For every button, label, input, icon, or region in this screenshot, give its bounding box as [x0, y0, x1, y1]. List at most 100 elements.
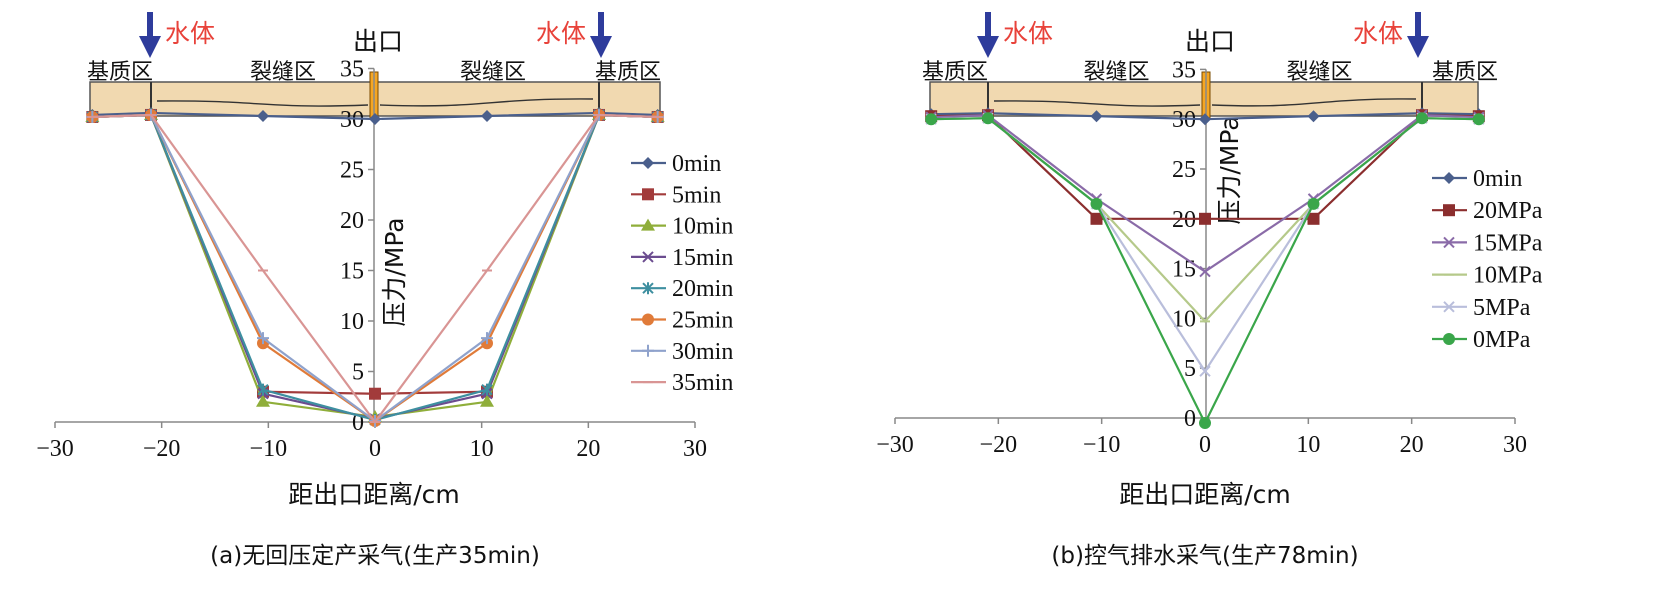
x-tick-label: −20: [143, 436, 181, 462]
y-axis-title: 压力/MPa: [1215, 115, 1244, 224]
fracture-line-left: [156, 100, 369, 107]
zone-label: 裂缝区: [1083, 60, 1149, 85]
series-5MPa: [925, 112, 1485, 377]
panel-b-legend: 0min 20MPa 15MPa 10MPa 5MPa 0MPa: [1432, 166, 1543, 353]
water-arrow-left-head: [977, 36, 999, 58]
legend-label-10MPa: 10MPa: [1473, 263, 1543, 289]
x-tick-label: −10: [250, 436, 288, 462]
marker-legend-15MPa: [1443, 236, 1455, 249]
legend-label-5min: 5min: [672, 182, 721, 208]
y-tick-label: 15: [340, 259, 364, 285]
x-axis-title: 距出口距离/cm: [1119, 480, 1291, 509]
fracture-line-right: [1211, 98, 1417, 107]
marker-0min-4: [481, 109, 493, 122]
marker-0MPa-3: [1199, 416, 1211, 429]
water-label-left: 水体: [1003, 19, 1053, 48]
marker-20min-4: [481, 383, 493, 396]
marker-15MPa-3: [1199, 265, 1211, 278]
marker-0MPa-5: [1416, 112, 1428, 125]
water-arrow-left-head: [139, 36, 161, 58]
y-tick-label: 15: [1172, 257, 1196, 283]
marker-30min-4: [481, 332, 493, 345]
panel-b-sample-strip: [929, 71, 1479, 119]
zone-label: 裂缝区: [1286, 60, 1352, 85]
marker-legend-5MPa: [1443, 301, 1455, 313]
x-tick-label: −30: [876, 432, 914, 458]
x-tick-label: 20: [576, 436, 600, 462]
legend-label-35min: 35min: [672, 370, 733, 396]
series-line-20min: [92, 113, 658, 422]
marker-0min-2: [1090, 110, 1103, 123]
marker-10min-4: [480, 394, 494, 407]
marker-20MPa-3: [1199, 212, 1211, 225]
x-tick-label: 10: [470, 436, 494, 462]
chart-caption: (b)控气排水采气(生产78min): [1051, 543, 1358, 569]
chart-caption: (a)无回压定产采气(生产35min): [210, 543, 540, 569]
marker-legend-15min: [642, 251, 654, 263]
water-label-right: 水体: [536, 19, 586, 48]
x-tick-label: 30: [683, 436, 707, 462]
series-15min: [86, 109, 664, 425]
series-20MPa: [925, 109, 1485, 225]
y-tick-label: 25: [1172, 157, 1196, 183]
x-tick-label: 20: [1400, 432, 1424, 458]
marker-20min-2: [257, 383, 269, 396]
x-tick-label: 30: [1503, 432, 1527, 458]
zone-label: 裂缝区: [460, 60, 526, 85]
marker-0MPa-4: [1307, 197, 1320, 210]
x-tick-label: 10: [1296, 432, 1320, 458]
fracture-line-right: [379, 98, 594, 107]
outlet-label: 出口: [353, 27, 403, 56]
marker-10min-2: [256, 394, 270, 407]
legend-label-5MPa: 5MPa: [1473, 295, 1531, 321]
marker-0MPa-6: [1472, 113, 1485, 126]
series-5min: [86, 108, 664, 400]
series-line-5min: [92, 113, 658, 395]
x-tick-label: −10: [1083, 432, 1121, 458]
y-tick-label: 30: [340, 107, 364, 133]
marker-legend-5min: [642, 188, 654, 201]
x-axis-title: 距出口距离/cm: [288, 480, 460, 509]
panel-a-sample-strip: [89, 71, 661, 119]
series-0MPa: [925, 112, 1485, 429]
outlet-label: 出口: [1185, 27, 1235, 56]
marker-0MPa-1: [982, 112, 994, 125]
marker-legend-30min: [642, 344, 654, 357]
y-tick-label: 10: [1172, 306, 1196, 332]
panel-a-legend: 0min 5min 10min 15min 20min 25min 30min 35min: [631, 151, 733, 396]
x-tick-label: 0: [369, 436, 381, 462]
series-30min: [86, 108, 664, 427]
marker-0min-4: [1307, 110, 1320, 123]
y-axis-title: 压力/MPa: [380, 217, 409, 326]
y-tick-label: 35: [1172, 57, 1196, 83]
legend-label-0min: 0min: [672, 151, 721, 177]
y-tick-label: 10: [340, 309, 364, 335]
water-label-left: 水体: [165, 19, 215, 48]
zone-label: 基质区: [922, 60, 988, 85]
series-20min: [86, 108, 664, 426]
fracture-line-left: [993, 100, 1201, 107]
x-tick-label: 0: [1199, 432, 1211, 458]
series-line-5MPa: [931, 117, 1479, 374]
marker-legend-25min: [642, 313, 654, 326]
series-line-30min: [92, 113, 658, 423]
legend-label-20MPa: 20MPa: [1473, 198, 1543, 224]
y-tick-label: 5: [352, 360, 364, 386]
series-line-25min: [92, 113, 658, 423]
marker-0MPa-2: [1090, 197, 1103, 210]
marker-legend-0min: [1443, 172, 1455, 184]
x-tick-label: −20: [980, 432, 1018, 458]
water-arrow-right-head: [1407, 36, 1429, 58]
y-tick-label: 35: [340, 57, 364, 83]
x-tick-label: −30: [36, 436, 74, 462]
marker-5min-3: [369, 387, 381, 400]
series-line-35min: [92, 113, 658, 424]
y-tick-label: 25: [340, 158, 364, 184]
marker-0min-2: [257, 109, 269, 122]
legend-label-0min: 0min: [1473, 166, 1522, 192]
legend-label-10min: 10min: [672, 214, 733, 240]
y-tick-label: 30: [1172, 107, 1196, 133]
